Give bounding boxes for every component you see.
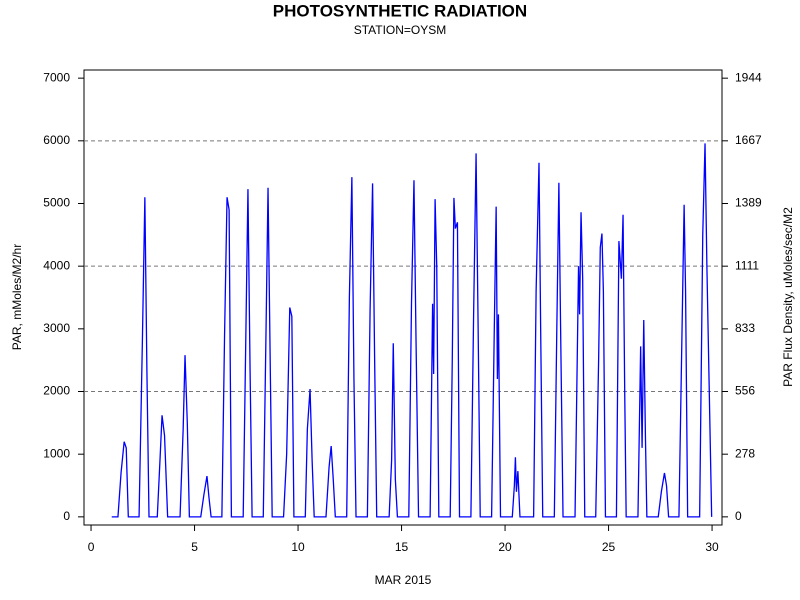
x-tick-label: 5 <box>191 540 198 554</box>
y2-tick-label: 0 <box>735 509 742 523</box>
x-axis-label: MAR 2015 <box>375 573 432 587</box>
y-tick-label: 0 <box>63 509 70 523</box>
x-tick-label: 0 <box>88 540 95 554</box>
y-tick-label: 3000 <box>43 321 70 335</box>
plot-frame <box>83 69 723 526</box>
x-tick-label: 15 <box>395 540 409 554</box>
y2-tick-label: 1111 <box>735 258 759 272</box>
y-tick-label: 2000 <box>43 384 70 398</box>
chart-title: PHOTOSYNTHETIC RADIATION <box>273 1 527 20</box>
y-tick-label: 1000 <box>43 446 70 460</box>
y2-tick-label: 1667 <box>735 133 762 147</box>
y-tick-label: 6000 <box>43 133 70 147</box>
y-axis-label: PAR, mMoles/M2/hr <box>10 244 24 350</box>
y-tick-label: 4000 <box>43 258 70 272</box>
y2-tick-label: 556 <box>735 384 755 398</box>
data-line <box>111 143 713 518</box>
x-tick-label: 30 <box>705 540 719 554</box>
x-tick-label: 20 <box>498 540 512 554</box>
chart-subtitle: STATION=OYSM <box>354 23 447 37</box>
y-tick-label: 7000 <box>43 70 70 84</box>
x-tick-label: 25 <box>602 540 616 554</box>
x-tick-label: 10 <box>291 540 305 554</box>
y2-tick-label: 278 <box>735 446 755 460</box>
y2-axis-label: PAR Flux Density, uMoles/sec/M2 <box>781 207 795 387</box>
y2-tick-label: 1389 <box>735 196 762 210</box>
y2-tick-label: 1944 <box>735 70 762 84</box>
y-tick-label: 5000 <box>43 196 70 210</box>
y2-tick-label: 833 <box>735 321 755 335</box>
